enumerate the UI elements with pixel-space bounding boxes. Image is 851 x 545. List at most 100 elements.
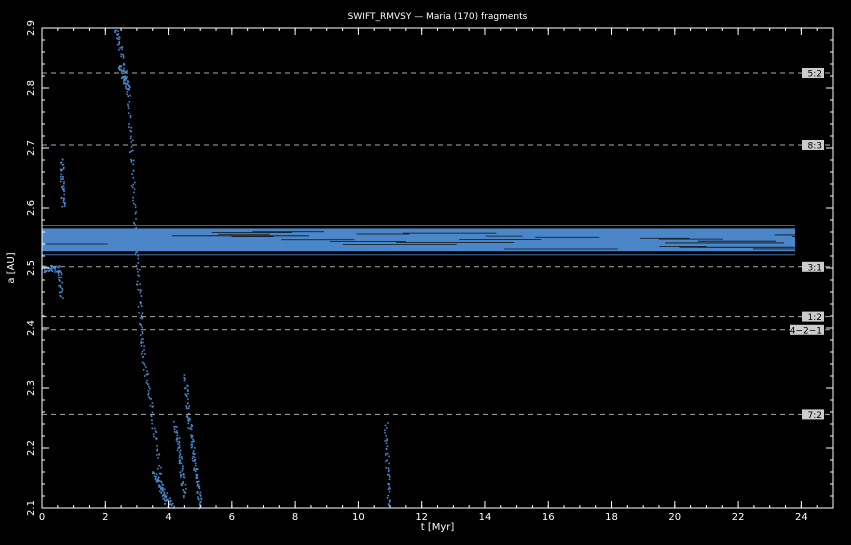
data-point bbox=[164, 488, 166, 491]
data-point bbox=[123, 67, 125, 70]
data-point bbox=[43, 271, 46, 273]
data-point bbox=[195, 468, 197, 471]
y-tick-label: 2.8 bbox=[26, 80, 37, 96]
data-point bbox=[61, 205, 63, 208]
data-point bbox=[389, 476, 391, 478]
data-point bbox=[173, 428, 176, 430]
data-point bbox=[120, 53, 123, 56]
axis-ticks: 0 2 4 6 8 10 12 14 16 18 20 22 242.12.22.32.42.52.62… bbox=[26, 20, 834, 523]
data-point bbox=[120, 77, 123, 79]
data-point bbox=[388, 501, 391, 503]
data-point bbox=[147, 392, 150, 395]
data-point bbox=[191, 457, 194, 460]
data-point bbox=[194, 470, 197, 473]
data-point bbox=[61, 175, 64, 178]
data-point bbox=[190, 426, 192, 429]
data-point bbox=[132, 196, 134, 199]
data-point bbox=[177, 447, 180, 450]
data-point bbox=[63, 205, 66, 207]
data-point bbox=[178, 456, 181, 459]
x-axis-label: t [Myr] bbox=[421, 522, 455, 533]
data-point bbox=[151, 422, 153, 425]
data-point bbox=[183, 377, 186, 379]
data-point bbox=[59, 168, 62, 171]
resonance-lines: 5:2 8:3 3:1 1:2 4−2−1 7:2 bbox=[42, 68, 833, 421]
data-point bbox=[191, 425, 194, 427]
data-point bbox=[187, 417, 190, 420]
data-point bbox=[387, 488, 390, 490]
data-point bbox=[186, 395, 188, 398]
data-point bbox=[118, 48, 120, 51]
data-point bbox=[198, 485, 201, 487]
data-point bbox=[196, 484, 199, 487]
data-point bbox=[176, 434, 179, 437]
data-point bbox=[177, 443, 179, 445]
data-point bbox=[200, 505, 202, 508]
data-point bbox=[176, 440, 179, 443]
data-point bbox=[128, 126, 130, 128]
data-point bbox=[61, 178, 63, 181]
data-point bbox=[198, 503, 201, 506]
data-point bbox=[140, 352, 143, 355]
data-point bbox=[165, 495, 168, 497]
data-point bbox=[60, 169, 62, 172]
data-point bbox=[173, 426, 175, 428]
data-point bbox=[191, 440, 194, 443]
data-point bbox=[125, 83, 128, 86]
data-point bbox=[157, 477, 159, 480]
data-point bbox=[137, 257, 140, 260]
data-point bbox=[142, 341, 144, 344]
y-axis-label: a [AU] bbox=[6, 252, 17, 283]
data-point bbox=[179, 449, 182, 452]
data-point bbox=[59, 162, 62, 164]
data-point bbox=[118, 41, 120, 44]
data-point bbox=[118, 36, 120, 38]
data-point bbox=[181, 482, 183, 485]
data-point bbox=[124, 70, 127, 73]
x-tick-label: 4 bbox=[165, 512, 171, 523]
data-point bbox=[141, 331, 144, 333]
data-point bbox=[131, 186, 134, 189]
data-point bbox=[164, 503, 166, 505]
data-point bbox=[130, 150, 133, 152]
data-point bbox=[118, 66, 121, 69]
data-point bbox=[59, 284, 62, 287]
data-point bbox=[187, 412, 190, 415]
data-point bbox=[132, 177, 135, 179]
data-point bbox=[176, 449, 179, 452]
data-point bbox=[183, 490, 185, 493]
data-point bbox=[160, 487, 162, 490]
data-point bbox=[160, 473, 163, 475]
data-point bbox=[118, 43, 120, 45]
x-tick-label: 12 bbox=[415, 512, 428, 523]
data-point bbox=[385, 453, 387, 455]
data-point bbox=[140, 305, 143, 307]
data-point bbox=[155, 438, 158, 440]
data-point bbox=[196, 468, 199, 471]
data-point bbox=[59, 176, 62, 178]
data-point bbox=[184, 378, 186, 380]
data-point bbox=[137, 262, 140, 264]
data-point bbox=[188, 405, 191, 407]
data-point bbox=[140, 342, 143, 344]
data-point bbox=[150, 398, 153, 400]
data-point bbox=[116, 34, 119, 36]
data-point bbox=[388, 504, 390, 507]
data-point bbox=[193, 467, 195, 470]
data-point bbox=[196, 491, 199, 494]
data-point bbox=[132, 159, 135, 162]
data-point bbox=[186, 389, 189, 391]
data-point bbox=[114, 31, 116, 33]
x-tick-label: 20 bbox=[668, 512, 681, 523]
data-point bbox=[142, 356, 144, 358]
plot-frame bbox=[41, 27, 834, 509]
data-point bbox=[199, 495, 202, 497]
data-point bbox=[134, 224, 137, 227]
data-point bbox=[157, 467, 159, 470]
data-point bbox=[57, 272, 60, 275]
data-point bbox=[142, 338, 144, 340]
data-point bbox=[182, 465, 184, 467]
data-point bbox=[118, 65, 121, 67]
data-point bbox=[54, 267, 57, 269]
data-point bbox=[130, 185, 133, 187]
